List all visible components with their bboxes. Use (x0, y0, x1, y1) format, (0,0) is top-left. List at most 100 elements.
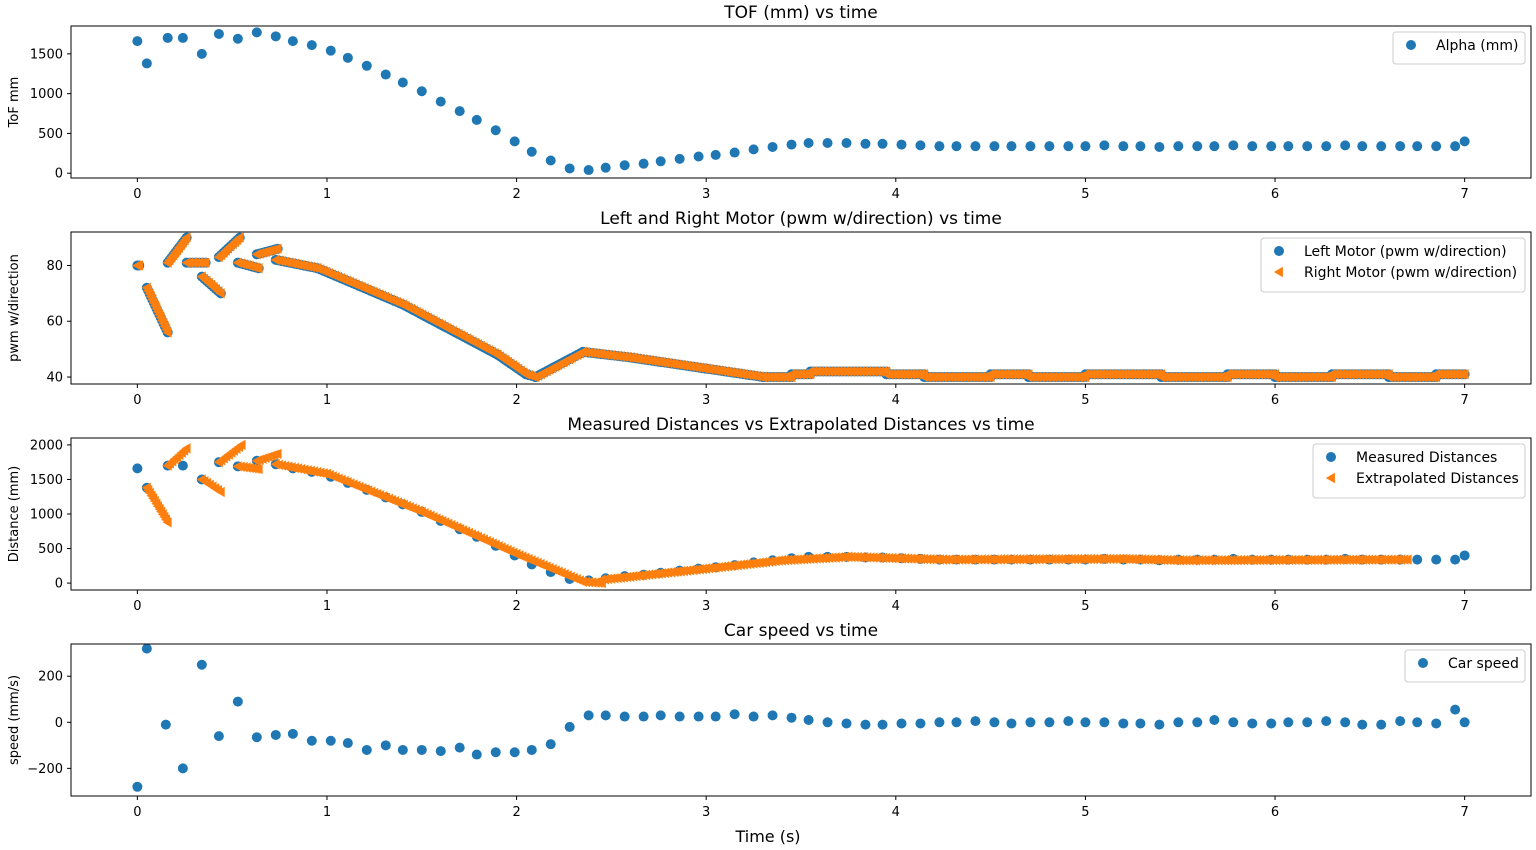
data-point (1459, 136, 1470, 147)
data-point (748, 711, 759, 722)
x-tick-label: 5 (1081, 599, 1089, 614)
legend-marker (1406, 40, 1416, 50)
data-point (1412, 717, 1423, 728)
data-point (693, 711, 704, 722)
x-tick-label: 3 (702, 805, 710, 820)
data-point (306, 40, 317, 51)
data-point (1192, 717, 1203, 728)
legend-marker (1418, 658, 1428, 668)
x-tick-label: 5 (1081, 393, 1089, 408)
plot-area (132, 439, 1470, 589)
data-point (215, 486, 225, 498)
data-point (416, 86, 427, 97)
data-point (272, 448, 282, 460)
legend-entry: Alpha (mm) (1436, 38, 1518, 54)
data-point (655, 156, 666, 167)
y-tick-label: 0 (55, 577, 63, 592)
data-point (915, 140, 926, 151)
data-point (454, 742, 465, 753)
data-point (342, 738, 353, 749)
data-point (822, 137, 833, 148)
data-point (1025, 717, 1036, 728)
series-2 (132, 232, 1469, 383)
data-point (674, 153, 685, 164)
x-tick-label: 0 (133, 599, 141, 614)
data-point (177, 460, 188, 471)
data-point (1340, 140, 1351, 151)
data-point (471, 749, 482, 760)
chart-panel-1: TOF (mm) vs time ToF mm 0 1 2 3 4 5 6 7 0 500 1000 15… (7, 3, 1532, 202)
legend-marker (1325, 472, 1335, 484)
data-point (397, 744, 408, 755)
data-point (1459, 550, 1470, 561)
data-point (860, 138, 871, 149)
chart-title: Measured Distances vs Extrapolated Dista… (567, 415, 1034, 435)
y-tick-label: 1000 (30, 87, 63, 102)
data-point (786, 712, 797, 723)
data-point (490, 125, 501, 136)
data-point (162, 32, 173, 43)
data-point (181, 232, 191, 243)
data-point (822, 717, 833, 728)
x-tick-label: 5 (1081, 187, 1089, 202)
data-point (1044, 141, 1055, 152)
x-tick-label: 6 (1271, 599, 1279, 614)
y-tick-label: 40 (46, 371, 63, 386)
chart-title: Car speed vs time (724, 621, 878, 641)
data-point (1044, 717, 1055, 728)
data-point (215, 288, 225, 299)
legend-entry: Extrapolated Distances (1356, 471, 1519, 487)
data-point (1228, 140, 1239, 151)
data-point (1209, 141, 1220, 152)
data-point (1431, 554, 1442, 565)
chart-panel-3: Measured Distances vs Extrapolated Dista… (7, 415, 1532, 614)
data-point (970, 141, 981, 152)
data-point (545, 739, 556, 750)
data-point (471, 114, 482, 125)
data-point (380, 69, 391, 80)
data-point (1080, 717, 1091, 728)
data-point (1302, 141, 1313, 152)
data-point (710, 711, 721, 722)
x-tick-label: 6 (1271, 805, 1279, 820)
data-point (693, 151, 704, 162)
figure-xlabel: Time (s) (734, 827, 800, 846)
x-tick-label: 1 (323, 393, 331, 408)
axes-frame (70, 643, 1532, 797)
data-point (1450, 704, 1461, 715)
x-tick-label: 4 (892, 187, 900, 202)
data-point (841, 137, 852, 148)
x-tick-label: 4 (892, 599, 900, 614)
x-tick-label: 0 (133, 805, 141, 820)
data-point (1247, 141, 1258, 152)
data-point (272, 243, 282, 254)
data-point (951, 717, 962, 728)
x-tick-label: 3 (702, 187, 710, 202)
plot-area (132, 27, 1470, 176)
chart-title: Left and Right Motor (pwm w/direction) v… (600, 209, 1002, 229)
data-point (1118, 718, 1129, 729)
series-2 (141, 439, 1412, 589)
data-point (1173, 141, 1184, 152)
data-point (1266, 141, 1277, 152)
data-point (583, 165, 594, 176)
data-point (251, 27, 262, 38)
legend-box (1392, 31, 1526, 65)
data-point (841, 718, 852, 729)
x-tick-label: 2 (512, 599, 520, 614)
data-point (1402, 554, 1412, 565)
y-axis-label: speed (mm/s) (7, 675, 22, 765)
data-point (767, 710, 778, 721)
y-axis-label: ToF mm (7, 77, 22, 129)
x-tick-label: 3 (702, 599, 710, 614)
x-tick-label: 5 (1081, 805, 1089, 820)
data-point (160, 719, 171, 730)
data-point (1321, 716, 1332, 727)
data-point (1192, 141, 1203, 152)
series-1 (132, 27, 1470, 176)
data-point (361, 744, 372, 755)
x-tick-label: 7 (1460, 187, 1468, 202)
data-point (877, 719, 888, 730)
x-tick-label: 7 (1460, 393, 1468, 408)
data-point (896, 718, 907, 729)
